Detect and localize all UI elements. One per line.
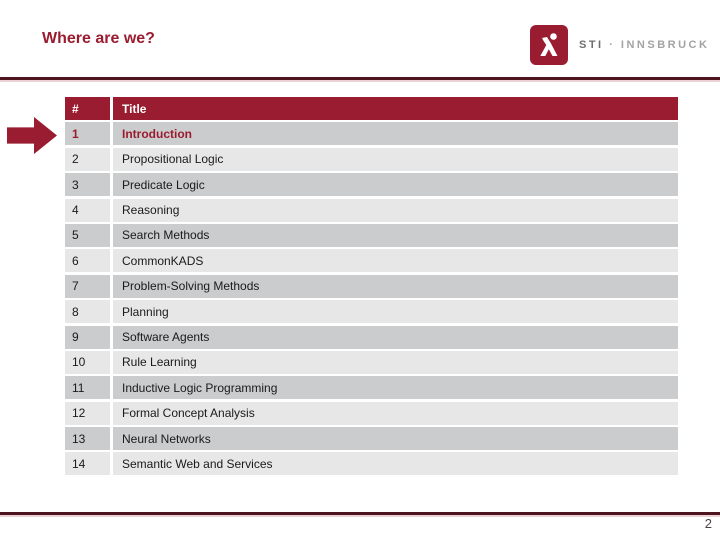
row-num: 3 [65,173,110,197]
row-num: 12 [65,401,110,425]
table-row: 6 CommonKADS [65,249,678,273]
row-title: Planning [113,300,678,324]
row-title: Predicate Logic [113,173,678,197]
table-row: 9 Software Agents [65,325,678,349]
table-row: 2 Propositional Logic [65,147,678,171]
logo-org-label: STI [579,39,604,51]
row-num: 13 [65,427,110,451]
table-row: 13 Neural Networks [65,427,678,451]
row-title: Search Methods [113,223,678,247]
row-num: 5 [65,223,110,247]
row-title: Reasoning [113,198,678,222]
logo-city-label: INNSBRUCK [620,39,710,51]
row-title: Software Agents [113,325,678,349]
table-row: 8 Planning [65,300,678,324]
row-title: Inductive Logic Programming [113,376,678,400]
row-num: 2 [65,147,110,171]
row-num: 1 [65,122,110,146]
row-title: Semantic Web and Services [113,452,678,476]
current-chapter-arrow-icon [7,117,57,154]
table-header-row: # Title [65,97,678,120]
row-num: 6 [65,249,110,273]
header-cell-number: # [65,97,110,120]
row-title: Rule Learning [113,350,678,374]
row-num: 8 [65,300,110,324]
row-num: 9 [65,325,110,349]
row-num: 10 [65,350,110,374]
logo-separator: · [609,39,616,51]
header-divider [0,77,720,82]
row-title: Neural Networks [113,427,678,451]
table-row: 12 Formal Concept Analysis [65,401,678,425]
row-title: Formal Concept Analysis [113,401,678,425]
logo-wordmark: STI · INNSBRUCK [579,39,709,51]
footer-divider-dark-line [0,512,720,515]
footer-divider [0,512,720,517]
table-row: 3 Predicate Logic [65,173,678,197]
table-row: 11 Inductive Logic Programming [65,376,678,400]
table-row: 5 Search Methods [65,223,678,247]
row-title: Problem-Solving Methods [113,274,678,298]
sti-runner-icon [530,25,568,65]
row-num: 4 [65,198,110,222]
table-row: 1 Introduction [65,122,678,146]
footer-divider-pink-line [0,515,720,517]
page-title: Where are we? [42,30,155,47]
row-title: Propositional Logic [113,147,678,171]
row-num: 14 [65,452,110,476]
table-row: 7 Problem-Solving Methods [65,274,678,298]
table-row: 10 Rule Learning [65,350,678,374]
header-divider-dark-line [0,77,720,80]
header-divider-pink-line [0,80,720,82]
page-number: 2 [704,516,712,531]
row-num: 11 [65,376,110,400]
header-cell-title: Title [113,97,678,120]
sti-innsbruck-logo: STI · INNSBRUCK [530,25,709,65]
row-title: CommonKADS [113,249,678,273]
contents-table: # Title 1 Introduction 2 Propositional L… [65,97,678,476]
row-num: 7 [65,274,110,298]
row-title: Introduction [113,122,678,146]
table-row: 4 Reasoning [65,198,678,222]
table-row: 14 Semantic Web and Services [65,452,678,476]
